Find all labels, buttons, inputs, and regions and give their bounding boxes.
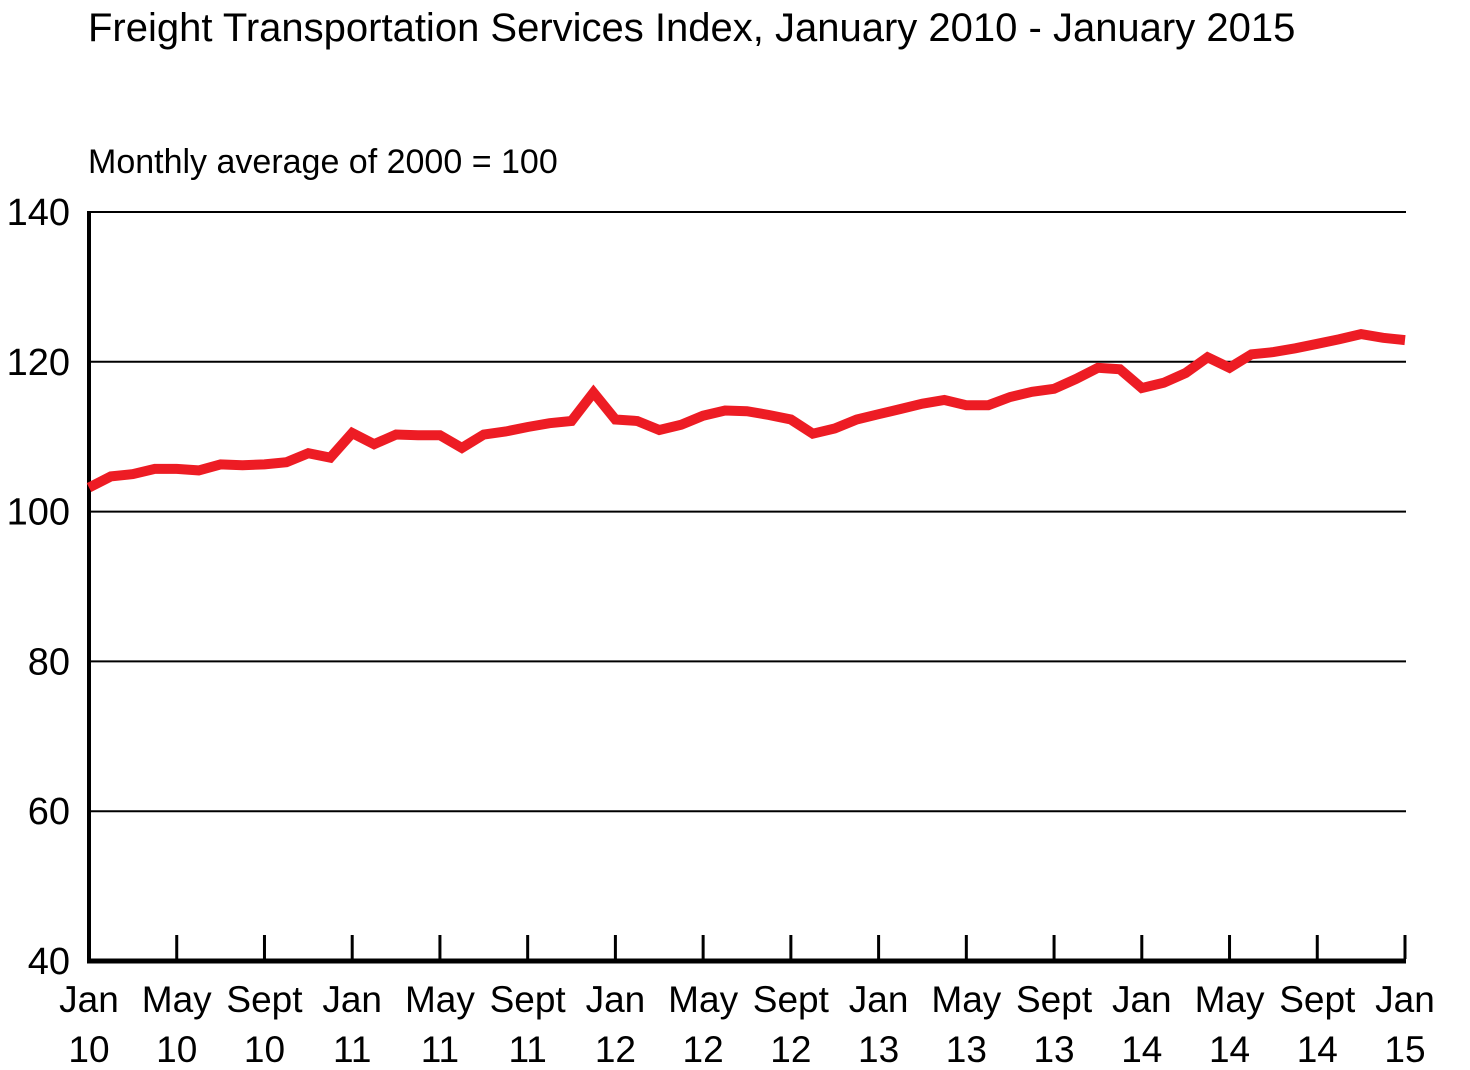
y-tick-label: 80	[28, 641, 70, 683]
x-tick-label-month: May	[142, 979, 212, 1020]
x-tick-label-month: Jan	[59, 979, 119, 1020]
x-tick-label-month: Sept	[753, 979, 830, 1020]
x-tick-label-month: May	[405, 979, 475, 1020]
x-tick-label-month: Jan	[849, 979, 909, 1020]
y-tick-label: 140	[7, 192, 70, 234]
x-tick-label-month: Sept	[1279, 979, 1356, 1020]
x-tick-label-year: 10	[156, 1029, 197, 1070]
x-tick-label-month: Sept	[1016, 979, 1093, 1020]
x-tick-label-month: Jan	[586, 979, 646, 1020]
x-tick-label-year: 11	[508, 1029, 546, 1070]
x-tick-label-month: Jan	[1375, 979, 1435, 1020]
x-tick-label-year: 14	[1297, 1029, 1338, 1070]
x-tick-label-year: 14	[1121, 1029, 1162, 1070]
x-tick-label-year: 15	[1384, 1029, 1425, 1070]
y-tick-label: 60	[28, 791, 70, 833]
x-tick-label-year: 11	[333, 1029, 371, 1070]
x-tick-label-year: 12	[770, 1029, 811, 1070]
x-tick-label-month: May	[1195, 979, 1265, 1020]
chart-title: Freight Transportation Services Index, J…	[88, 6, 1296, 50]
y-tick-label: 120	[7, 342, 70, 384]
x-tick-label-year: 13	[858, 1029, 899, 1070]
x-tick-label-month: Sept	[226, 979, 303, 1020]
x-tick-label-year: 12	[683, 1029, 724, 1070]
x-tick-label-year: 11	[421, 1029, 459, 1070]
x-tick-label-month: May	[668, 979, 738, 1020]
x-tick-label-year: 13	[946, 1029, 987, 1070]
x-tick-label-month: Sept	[490, 979, 567, 1020]
x-tick-label-year: 10	[244, 1029, 285, 1070]
x-tick-label-month: Jan	[322, 979, 382, 1020]
x-tick-label-month: May	[931, 979, 1001, 1020]
x-tick-label-year: 10	[68, 1029, 109, 1070]
tsi-series-line	[86, 329, 1406, 493]
x-tick-label-year: 12	[595, 1029, 636, 1070]
x-tick-label-year: 13	[1033, 1029, 1074, 1070]
chart-subtitle: Monthly average of 2000 = 100	[88, 143, 558, 181]
y-tick-label: 40	[28, 941, 70, 983]
y-tick-label: 100	[7, 492, 70, 534]
x-tick-label-month: Jan	[1112, 979, 1172, 1020]
x-tick-label-year: 14	[1209, 1029, 1250, 1070]
